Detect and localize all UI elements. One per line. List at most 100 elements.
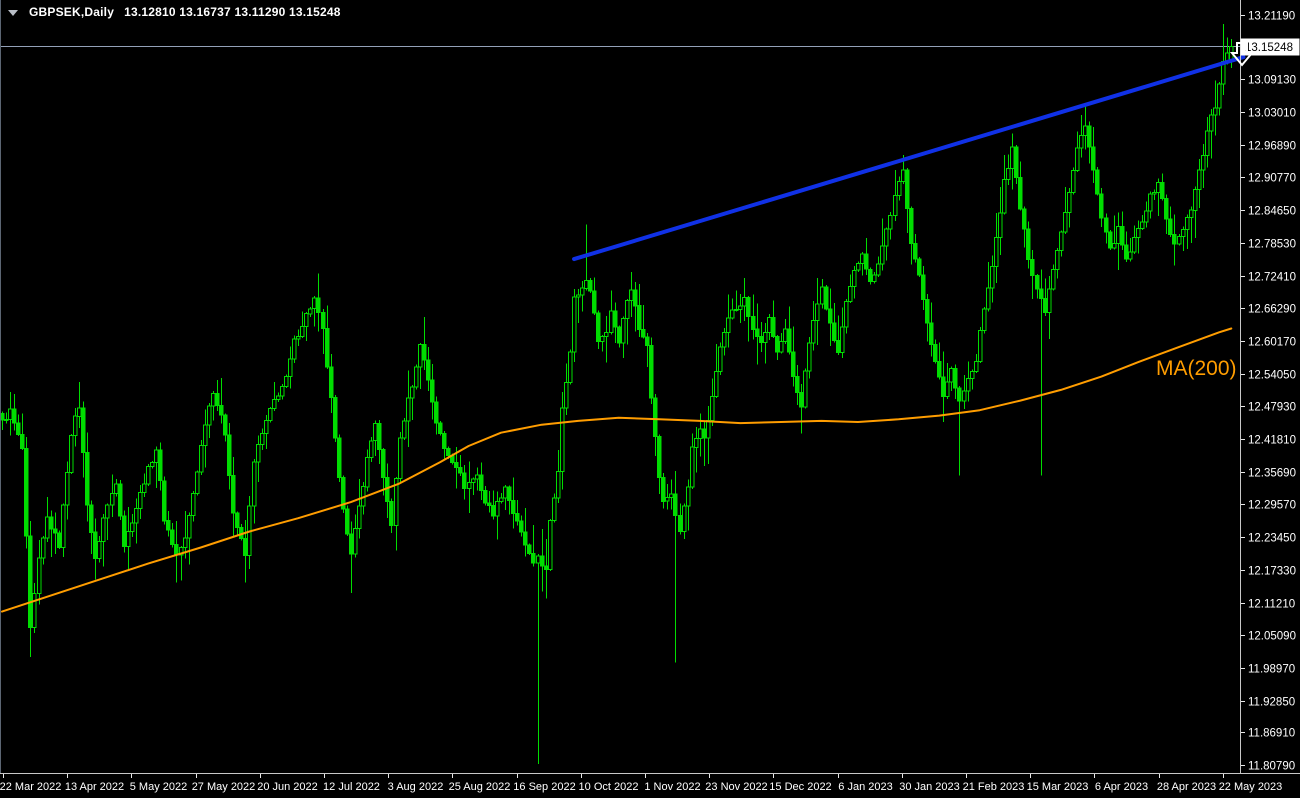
candle-body bbox=[65, 471, 70, 506]
candle-body bbox=[101, 517, 106, 542]
candle-body bbox=[868, 268, 873, 282]
candle-body bbox=[702, 428, 707, 439]
candle-body bbox=[588, 279, 593, 292]
trendline-object[interactable] bbox=[572, 55, 1246, 262]
candle-body bbox=[929, 322, 934, 345]
candle-body bbox=[1209, 114, 1214, 132]
chart-dropdown-arrow-icon[interactable] bbox=[8, 9, 18, 16]
candle-body bbox=[1002, 179, 1007, 214]
candle-body bbox=[507, 486, 512, 501]
candle-body bbox=[1091, 146, 1096, 171]
candle-body bbox=[81, 407, 86, 454]
candle-body bbox=[848, 285, 853, 302]
candle-body bbox=[114, 483, 119, 494]
candle-body bbox=[154, 449, 159, 463]
candle-body bbox=[467, 481, 472, 489]
candle-body bbox=[89, 504, 94, 533]
candle-body bbox=[134, 507, 139, 524]
candle-body bbox=[799, 391, 804, 408]
candle-body bbox=[487, 502, 492, 506]
candle-body bbox=[227, 434, 232, 477]
candle-body bbox=[93, 531, 98, 559]
candle-body bbox=[726, 317, 731, 333]
candlestick-series[interactable] bbox=[0, 24, 1234, 764]
candle-body bbox=[1047, 288, 1052, 314]
candle-body bbox=[771, 317, 776, 337]
candle-body bbox=[921, 274, 926, 301]
candle-body bbox=[925, 299, 930, 324]
candle-body bbox=[1177, 236, 1182, 245]
price-axis[interactable]: 13.21190 13.09130 13.03010 12.96890 12.90770… bbox=[1240, 11, 1296, 773]
candle-body bbox=[1140, 221, 1145, 229]
candle-body bbox=[1055, 249, 1060, 270]
candle-body bbox=[1144, 210, 1149, 223]
candle-body bbox=[321, 311, 326, 329]
candle-body bbox=[596, 312, 601, 343]
price-tick-label: 12.78530 bbox=[1248, 239, 1296, 251]
candle-body bbox=[864, 253, 869, 270]
candle-body bbox=[807, 342, 812, 372]
candle-body bbox=[1043, 298, 1048, 314]
price-tick-label: 12.29570 bbox=[1248, 500, 1296, 512]
candle-body bbox=[365, 457, 370, 488]
candle-body bbox=[341, 476, 346, 510]
price-tick-label: 12.23450 bbox=[1248, 533, 1296, 545]
chart-symbol-period: GBPSEK,Daily bbox=[29, 5, 115, 19]
candle-body bbox=[146, 466, 151, 485]
candle-body bbox=[1087, 125, 1092, 148]
candle-body bbox=[24, 447, 29, 537]
down-arrow-marker[interactable] bbox=[1229, 42, 1255, 67]
candle-body bbox=[398, 437, 403, 479]
candle-body bbox=[179, 547, 184, 556]
time-tick-label: 6 Jan 2023 bbox=[838, 781, 892, 793]
candle-body bbox=[458, 467, 463, 474]
candle-body bbox=[1051, 269, 1056, 290]
candle-body bbox=[767, 317, 772, 333]
candle-body bbox=[913, 242, 918, 260]
candle-body bbox=[1217, 83, 1222, 109]
candle-body bbox=[787, 328, 792, 353]
candle-body bbox=[1059, 231, 1064, 251]
candle-body bbox=[613, 310, 618, 328]
candle-body bbox=[751, 315, 756, 330]
candle-body bbox=[49, 516, 54, 530]
candle-body bbox=[820, 286, 825, 305]
candle-body bbox=[430, 379, 435, 403]
candle-body bbox=[1189, 209, 1194, 218]
candle-body bbox=[312, 297, 317, 310]
candle-body bbox=[235, 512, 240, 529]
candle-body bbox=[714, 370, 719, 397]
time-tick-label: 16 Sep 2022 bbox=[513, 781, 575, 793]
candle-body bbox=[41, 537, 46, 559]
candle-body bbox=[418, 344, 423, 368]
candle-body bbox=[536, 555, 541, 564]
candle-body bbox=[442, 433, 447, 449]
candle-body bbox=[730, 309, 735, 319]
price-tick-label: 12.47930 bbox=[1248, 402, 1296, 414]
candle-body bbox=[77, 407, 82, 417]
ma200-line[interactable] bbox=[1, 327, 1233, 613]
candle-body bbox=[300, 326, 305, 337]
candle-body bbox=[633, 289, 638, 307]
candle-body bbox=[556, 471, 561, 499]
time-tick-label: 28 Apr 2023 bbox=[1157, 781, 1216, 793]
candle-body bbox=[738, 305, 743, 310]
time-axis[interactable]: 22 Mar 2022 13 Apr 2022 5 May 2022 27 May 2… bbox=[0, 773, 1282, 793]
candle-body bbox=[203, 424, 208, 446]
candle-body bbox=[974, 361, 979, 372]
candle-body bbox=[195, 471, 200, 494]
chart-ohlc-quotes: 13.12810 13.16737 13.11290 13.15248 bbox=[124, 5, 341, 19]
candle-body bbox=[308, 308, 313, 315]
candle-body bbox=[191, 493, 196, 517]
candle-body bbox=[572, 296, 577, 353]
candle-body bbox=[880, 245, 885, 265]
candle-body bbox=[580, 287, 585, 296]
candle-body bbox=[1213, 107, 1218, 116]
candle-body bbox=[876, 263, 881, 276]
price-tick-label: 12.72410 bbox=[1248, 272, 1296, 284]
candle-body bbox=[138, 491, 143, 509]
candle-body bbox=[223, 414, 228, 436]
candle-body bbox=[1160, 182, 1165, 200]
time-tick-label: 10 Oct 2022 bbox=[579, 781, 639, 793]
